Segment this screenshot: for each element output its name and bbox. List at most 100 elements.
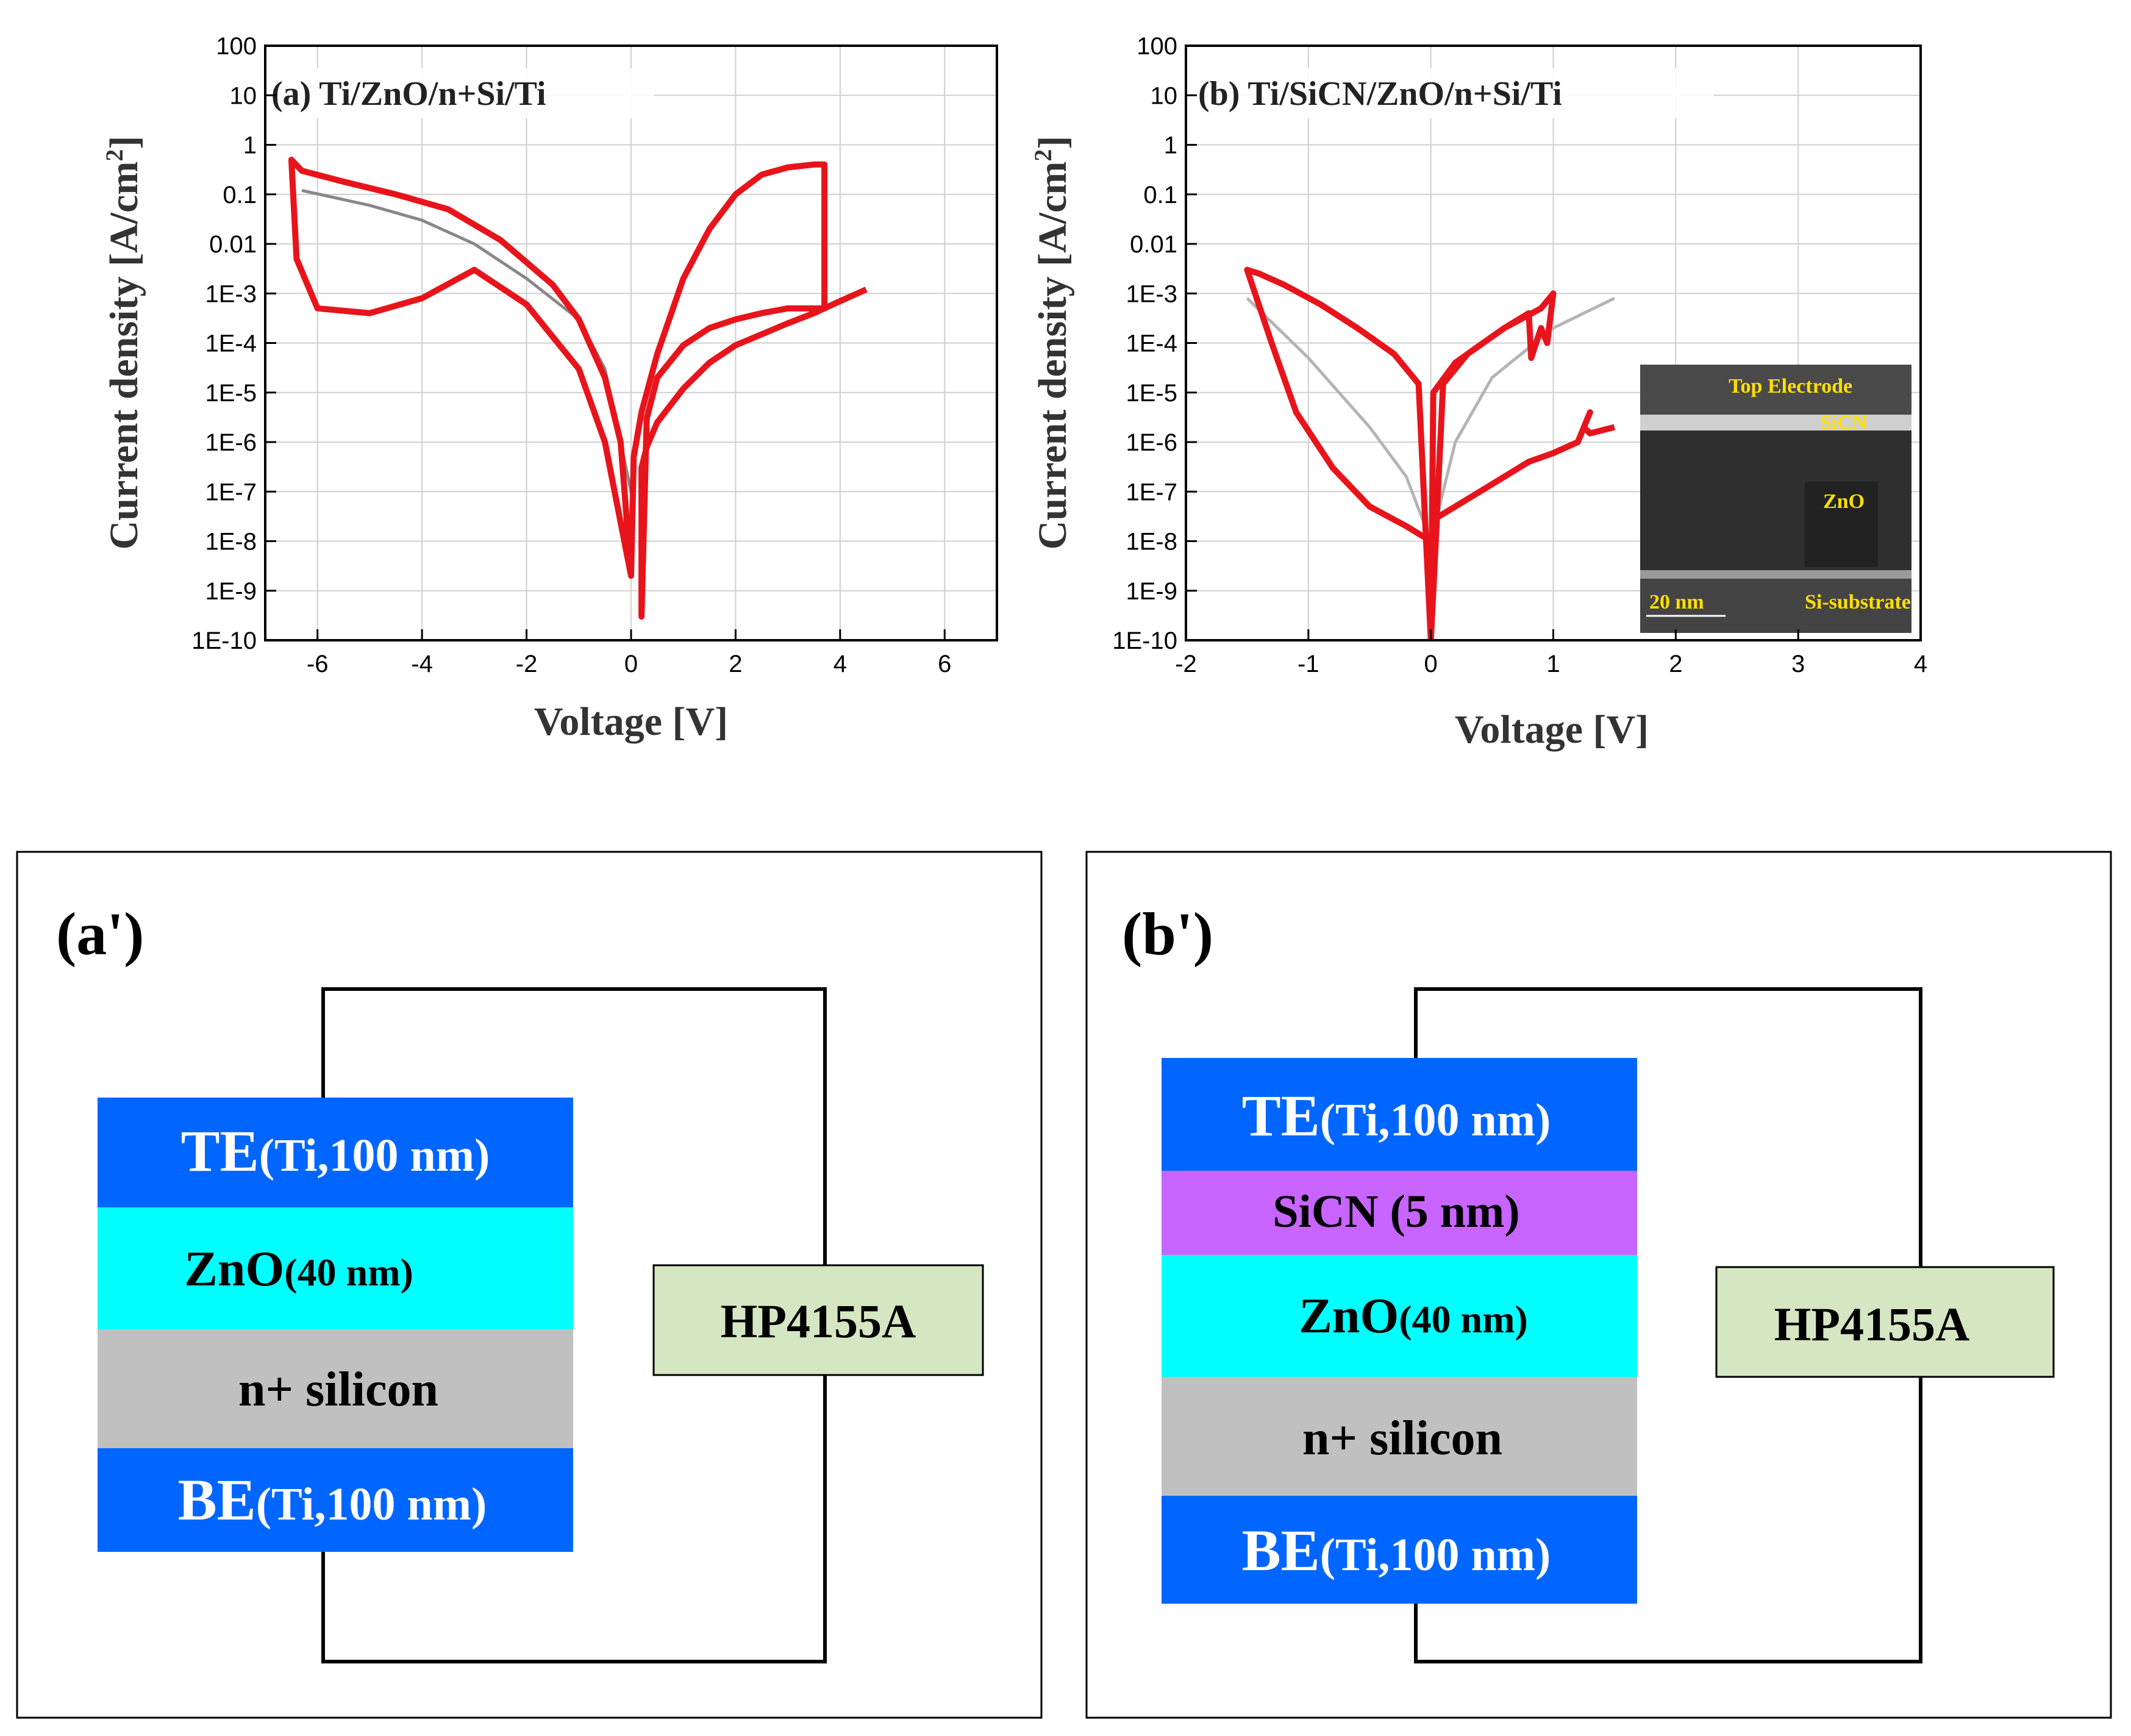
chart-b-y-tick-label: 0.01 — [1130, 231, 1177, 258]
diagram-b-instrument-box — [1715, 1266, 2055, 1378]
tem-zno-dark-grain — [1805, 482, 1878, 567]
diagram-b-layer-te-label: TE(Ti,100 nm) — [1242, 1083, 1551, 1148]
tem-inset: 20 nm Top Electrode SiCN ZnO Si-substrat… — [1640, 365, 1911, 633]
chart-a-title-backdrop — [263, 68, 654, 118]
diagram-a-layer-te — [98, 1098, 573, 1207]
diagram-b-layer-zno-main: ZnO — [1299, 1288, 1399, 1343]
chart-a-title: (a) Ti/ZnO/n+Si/Ti — [271, 75, 546, 113]
chart-a-y-axis-label-main: Current density [A/cm — [102, 162, 146, 550]
diagram-a-instrument-label: HP4155A — [721, 1295, 916, 1348]
chart-a-ticks — [265, 45, 946, 641]
diagram-a-layer-be — [98, 1448, 573, 1552]
chart-a-y-axis-label-sup: 2 — [101, 149, 128, 162]
diagram-b-layer-zno — [1162, 1255, 1637, 1377]
chart-b-x-tick-label: 4 — [1914, 651, 1927, 677]
diagram-b-label: (b') — [1122, 900, 1213, 968]
diagram-a-layer-te-main: TE — [181, 1118, 259, 1184]
tem-interface-band — [1640, 570, 1911, 579]
chart-b-y-tick-label: 1E-3 — [1126, 280, 1178, 307]
diagram-b-layer-te-main: TE — [1242, 1083, 1320, 1148]
chart-a-y-tick-label: 0.1 — [223, 182, 257, 209]
chart-b-y-tick-label: 1E-6 — [1126, 429, 1178, 456]
chart-b-y-tick-label: 1 — [1164, 132, 1177, 159]
chart-b-x-tick-label: 0 — [1424, 651, 1438, 677]
diagram-a-layer-n-silicon-label: n+ silicon — [238, 1363, 438, 1416]
diagram-b-layer-be-label: BE(Ti,100 nm) — [1242, 1518, 1551, 1583]
chart-b-y-tick-label: 1E-4 — [1126, 330, 1178, 357]
chart-a-y-tick-label: 1E-4 — [205, 330, 257, 357]
chart-a-x-tick-label: -4 — [411, 651, 433, 677]
diagram-b-layer-te — [1162, 1058, 1637, 1171]
chart-b-y-tick-label: 0.1 — [1143, 182, 1177, 209]
diagram-b-layer-be — [1162, 1496, 1637, 1604]
device-diagram-a: (a') TE(Ti,100 nm) ZnO(40 nm) n+ silicon… — [16, 851, 1043, 1719]
chart-b-x-tick-label: 1 — [1546, 651, 1560, 677]
chart-a-tick-labels: -6 -4 -2 0 2 4 6 1E-10 1E-9 1E-8 1E-7 1E-6 1E-5 1E-4 1… — [191, 33, 951, 677]
tem-label-si-substrate: Si-substrate — [1805, 591, 1911, 613]
diagram-a-layer-be-main: BE — [178, 1467, 256, 1532]
chart-b-x-tick-label: -2 — [1175, 651, 1197, 677]
diagram-b-layer-sicn — [1162, 1171, 1637, 1255]
diagram-a-layer-te-sub: (Ti,100 nm) — [259, 1130, 490, 1181]
chart-b-tick-labels: -2 -1 0 1 2 3 4 1E-10 1E-9 1E-8 1E-7 1E-6 1E-5 1E-4 1E… — [1112, 33, 1927, 677]
diagram-b-layer-sicn-label: SiCN (5 nm) — [1273, 1186, 1519, 1237]
chart-a-y-tick-label: 0.01 — [209, 231, 257, 258]
chart-a-y-tick-label: 1E-7 — [205, 479, 257, 505]
chart-a-y-tick-label: 1 — [243, 132, 257, 159]
diagram-b-instrument-label: HP4155A — [1774, 1298, 1970, 1351]
chart-b-x-tick-label: 2 — [1669, 651, 1682, 677]
diagram-b-layer-zno-label: ZnO(40 nm) — [1299, 1288, 1528, 1343]
chart-b-y-tick-label: 100 — [1137, 33, 1177, 60]
chart-a: (a) Ti/ZnO/n+Si/Ti -6 -4 -2 0 2 4 6 1E-10 1E-9 1E… — [101, 33, 998, 744]
diagram-a-layer-zno-main: ZnO — [184, 1241, 284, 1296]
chart-a-y-tick-label: 100 — [216, 33, 257, 60]
chart-b-y-tick-label: 1E-9 — [1126, 578, 1178, 605]
diagram-b-layer-zno-sub: (40 nm) — [1399, 1298, 1528, 1341]
diagram-b-layer-be-sub: (Ti,100 nm) — [1320, 1529, 1551, 1581]
chart-a-y-axis-label-end: ] — [102, 136, 146, 149]
chart-a-y-tick-label: 1E-5 — [205, 380, 257, 407]
chart-b-y-tick-label: 1E-5 — [1126, 380, 1178, 407]
diagram-b-frame — [1085, 851, 2112, 1719]
tem-label-top-electrode: Top Electrode — [1729, 375, 1852, 398]
chart-b-title: (b) Ti/SiCN/ZnO/n+Si/Ti — [1198, 75, 1562, 113]
chart-b-x-tick-label: 3 — [1791, 651, 1805, 677]
diagram-b-layer-be-main: BE — [1242, 1518, 1320, 1583]
tem-label-sicn: SiCN — [1820, 412, 1868, 434]
chart-b-y-axis-label-main: Current density [A/cm — [1030, 162, 1075, 550]
chart-a-y-tick-label: 1E-6 — [205, 429, 257, 456]
chart-b: (b) Ti/SiCN/ZnO/n+Si/Ti 20 nm Top Electr… — [1029, 33, 1927, 752]
chart-b-y-axis-label-end: ] — [1030, 136, 1075, 149]
chart-b-y-tick-label: 1E-10 — [1112, 627, 1177, 654]
chart-a-y-tick-label: 10 — [230, 82, 257, 109]
diagram-a-instrument-box — [652, 1264, 984, 1376]
chart-a-series — [288, 157, 868, 620]
tem-sicn-band — [1640, 415, 1911, 430]
chart-b-y-tick-label: 1E-8 — [1126, 529, 1178, 555]
chart-a-y-tick-label: 1E-9 — [205, 578, 257, 605]
chart-a-y-axis-label: Current density [A/cm2] — [101, 136, 146, 550]
chart-a-y-tick-label: 1E-10 — [191, 627, 257, 654]
chart-a-x-tick-label: 0 — [624, 651, 638, 677]
chart-a-y-tick-label: 1E-8 — [205, 529, 257, 555]
chart-b-y-axis-label-sup: 2 — [1029, 149, 1057, 162]
chart-a-x-tick-label: 4 — [833, 651, 847, 677]
tem-scale-bar-label: 20 nm — [1649, 591, 1704, 613]
chart-b-x-tick-label: -1 — [1298, 651, 1319, 677]
device-diagram-b: (b') TE(Ti,100 nm) SiCN (5 nm) ZnO(40 nm… — [1085, 851, 2112, 1719]
diagram-a-layer-n-silicon — [98, 1329, 573, 1448]
tem-top-electrode-region — [1640, 365, 1911, 423]
chart-a-x-tick-label: 2 — [729, 651, 742, 677]
diagram-a-frame — [16, 851, 1043, 1719]
chart-b-x-axis-label: Voltage [V] — [1455, 707, 1649, 752]
chart-b-series-highlighted-cycle — [1244, 266, 1616, 640]
chart-b-ticks — [1185, 45, 1922, 641]
chart-b-series — [1244, 266, 1616, 640]
diagram-a-layer-zno-label: ZnO(40 nm) — [184, 1241, 413, 1296]
diagram-a-layer-zno — [98, 1207, 573, 1329]
chart-a-x-tick-label: -2 — [516, 651, 538, 677]
diagram-b-layer-n-silicon-label: n+ silicon — [1302, 1412, 1502, 1465]
chart-a-y-tick-label: 1E-3 — [205, 280, 257, 307]
chart-b-title-backdrop — [1189, 68, 1713, 118]
tem-si-substrate-region — [1640, 579, 1911, 633]
